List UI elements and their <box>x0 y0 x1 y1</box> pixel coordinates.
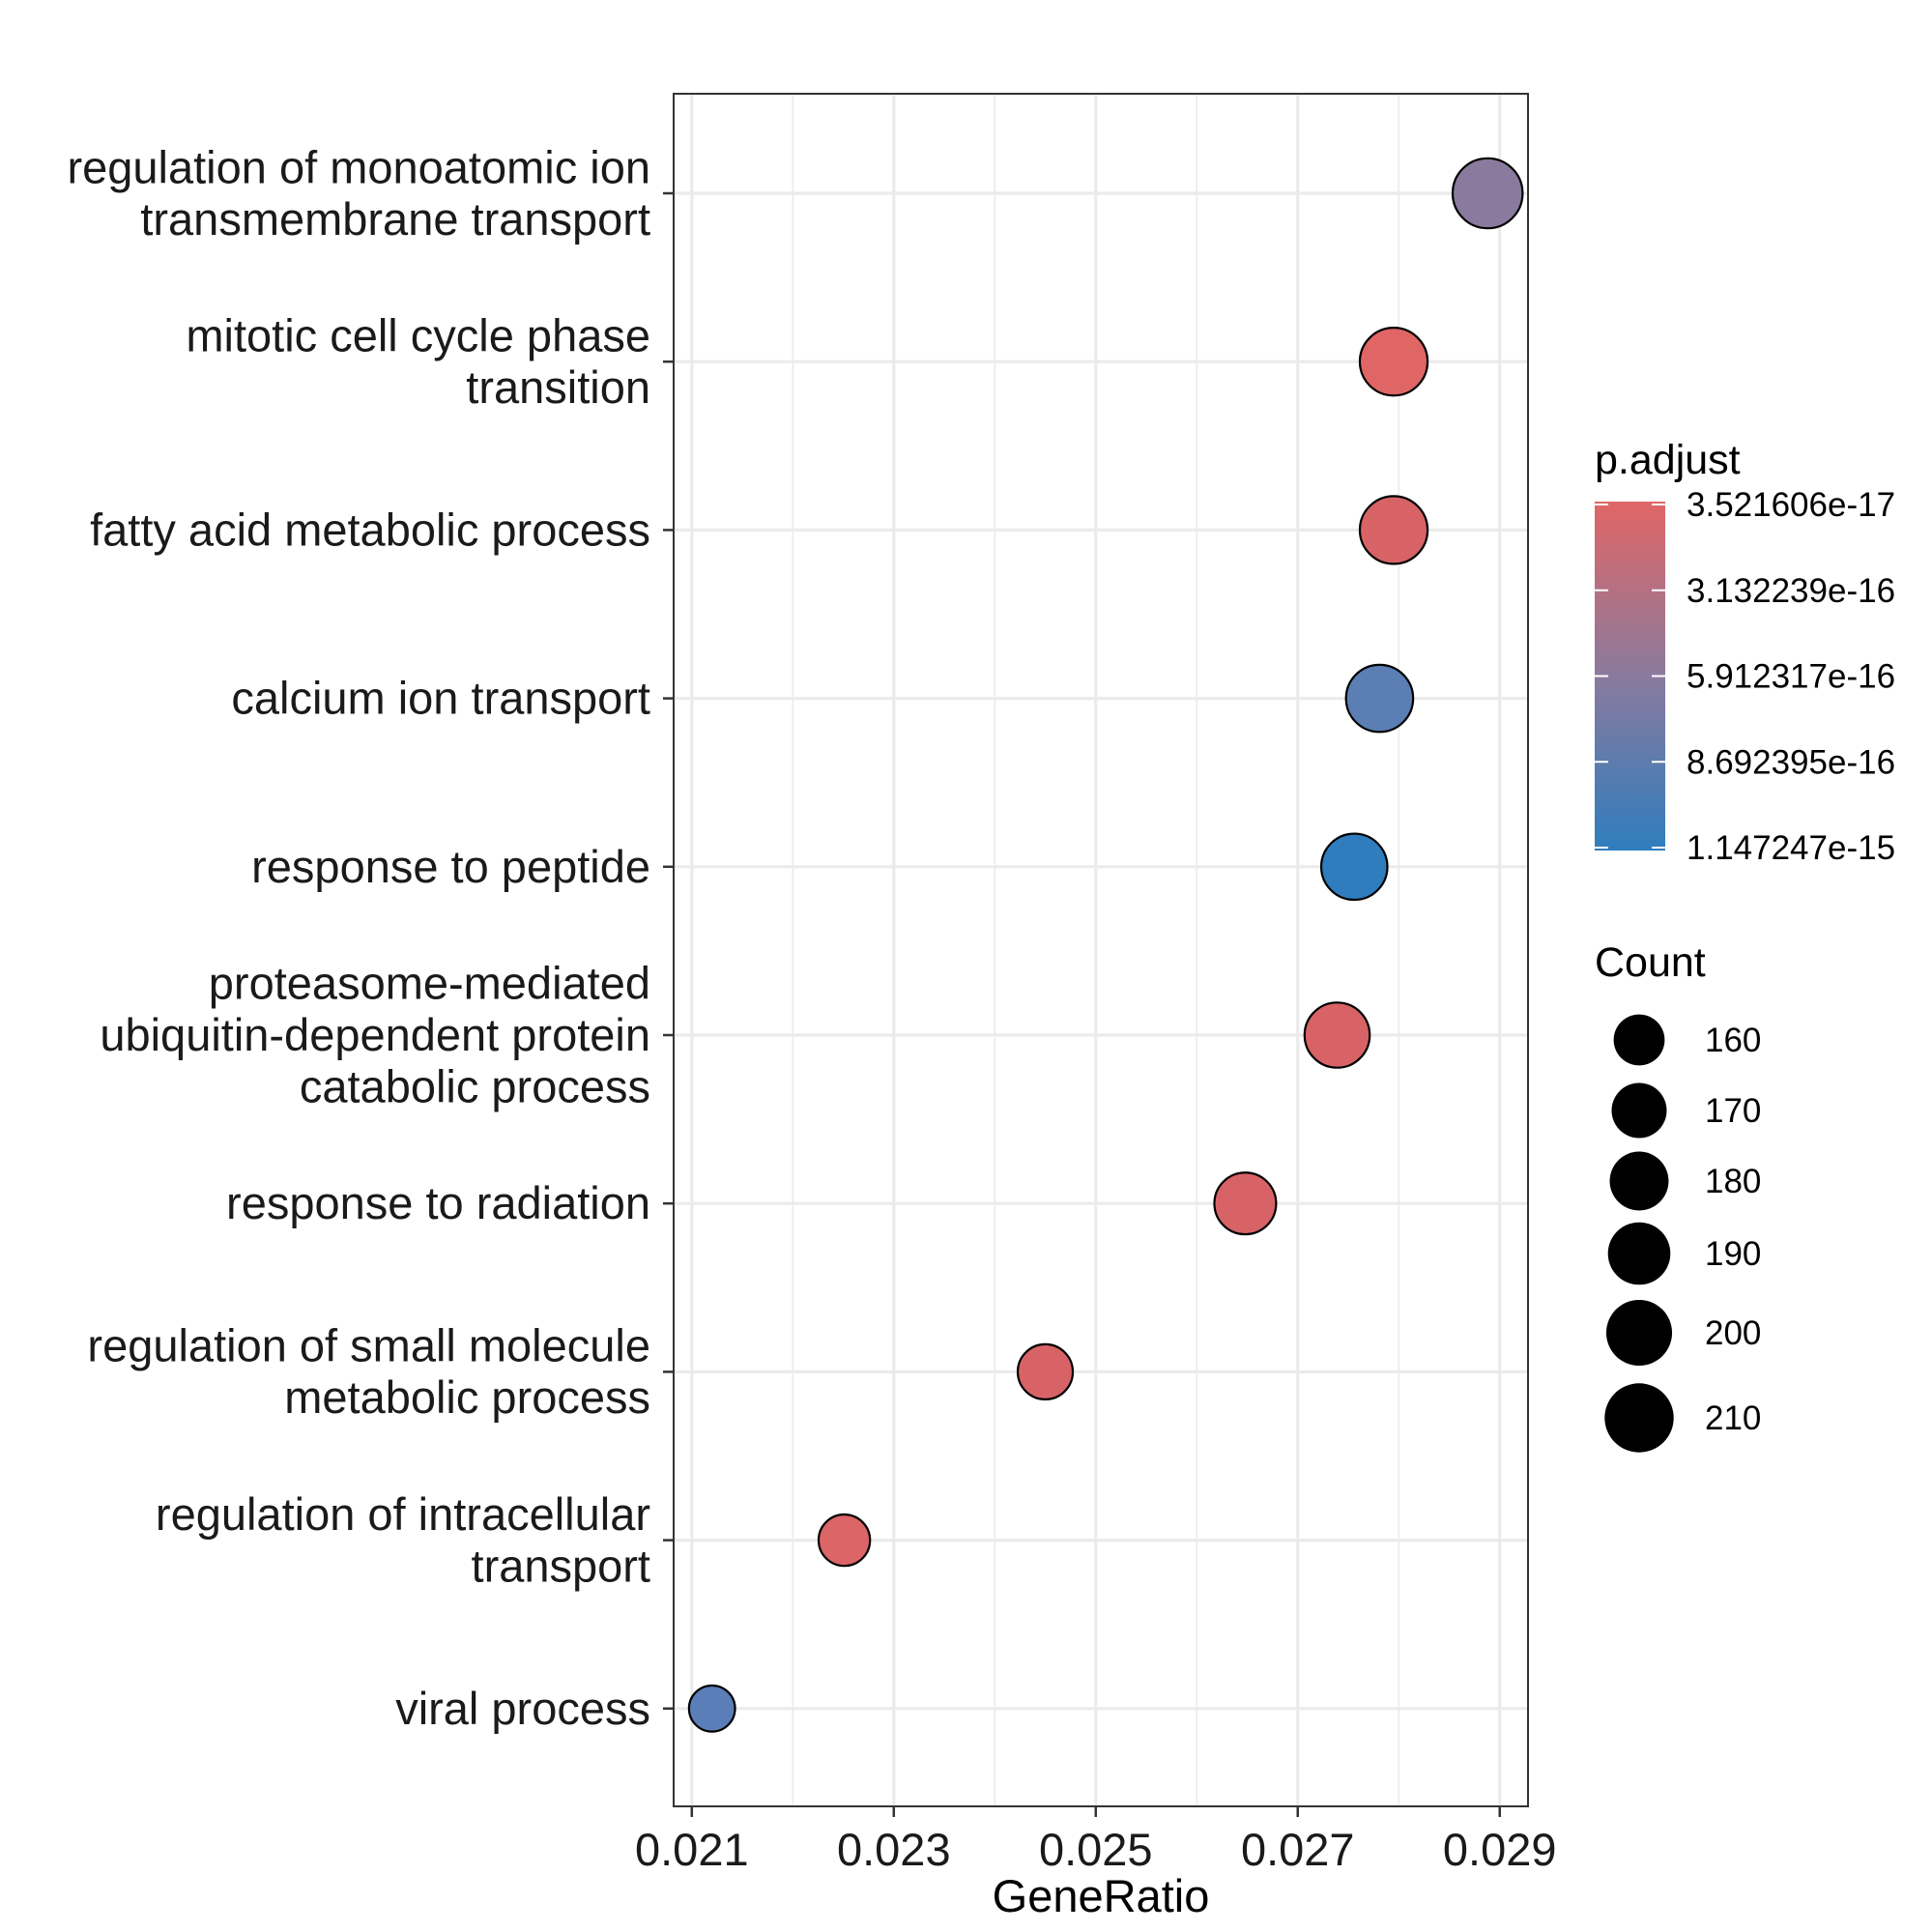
color-legend-label: 3.132239e-16 <box>1687 572 1895 610</box>
color-legend-label: 3.521606e-17 <box>1687 486 1895 524</box>
y-tick-label: regulation of monoatomic ion transmembran… <box>67 141 650 245</box>
y-tick-label-line: proteasome-mediated <box>209 958 650 1009</box>
size-legend-title: Count <box>1595 939 1706 986</box>
x-tick-label: 0.023 <box>837 1824 951 1875</box>
data-point <box>817 1513 872 1568</box>
color-legend-label: 8.692395e-16 <box>1687 743 1895 781</box>
y-tick-label-line: ubiquitin-dependent protein <box>100 1009 650 1060</box>
x-tick-label: 0.025 <box>1039 1824 1153 1875</box>
y-tick-label: fatty acid metabolic process <box>90 504 650 555</box>
size-legend-key <box>1607 1222 1671 1285</box>
y-tick-label-line: transport <box>472 1540 650 1591</box>
y-tick-label-line: response to peptide <box>251 841 650 892</box>
size-legend-label: 170 <box>1705 1092 1761 1130</box>
color-legend-label: 1.147247e-15 <box>1687 829 1895 867</box>
data-point <box>687 1684 736 1733</box>
color-legend-label: 5.912317e-16 <box>1687 658 1895 696</box>
y-tick-label: mitotic cell cycle phase transition <box>186 309 650 413</box>
data-point <box>1358 495 1429 565</box>
y-tick-label-line: fatty acid metabolic process <box>90 504 650 555</box>
x-tick-label: 0.029 <box>1443 1824 1557 1875</box>
panel-border <box>673 93 1529 1807</box>
y-tick-label: regulation of small molecule metabolic pr… <box>87 1320 650 1424</box>
x-tick-label: 0.027 <box>1241 1824 1355 1875</box>
y-tick-label: viral process <box>395 1683 650 1734</box>
y-tick-label-line: regulation of small molecule <box>87 1320 650 1371</box>
y-tick-label-line: transition <box>466 361 650 413</box>
data-point <box>1358 327 1429 397</box>
size-legend-key <box>1613 1014 1665 1066</box>
data-point <box>1213 1171 1278 1236</box>
y-tick-label: calcium ion transport <box>231 673 650 724</box>
y-tick-label-line: response to radiation <box>226 1177 650 1228</box>
size-legend-key <box>1609 1151 1669 1211</box>
y-tick-label-line: catabolic process <box>300 1061 650 1112</box>
y-tick-label: proteasome-mediated ubiquitin-dependent p… <box>100 958 650 1112</box>
size-legend-label: 190 <box>1705 1235 1761 1273</box>
data-point <box>1319 832 1389 902</box>
size-legend-key <box>1605 1299 1673 1367</box>
data-point <box>1451 157 1524 230</box>
y-tick-label-line: mitotic cell cycle phase <box>186 309 650 360</box>
data-point <box>1303 1001 1371 1069</box>
size-legend-key <box>1611 1082 1667 1139</box>
size-legend-label: 200 <box>1705 1314 1761 1352</box>
y-tick-label-line: regulation of monoatomic ion <box>67 141 650 192</box>
data-point <box>1016 1342 1075 1400</box>
y-tick-label-line: calcium ion transport <box>231 673 650 724</box>
y-tick-label: regulation of intracellular transport <box>156 1488 650 1592</box>
y-tick-label: response to radiation <box>226 1177 650 1228</box>
size-legend-label: 210 <box>1705 1399 1761 1437</box>
color-legend-title: p.adjust <box>1595 437 1741 483</box>
y-tick-label-line: metabolic process <box>284 1371 650 1423</box>
size-legend-key <box>1604 1383 1674 1453</box>
size-legend-label: 180 <box>1705 1163 1761 1200</box>
data-point <box>1344 663 1415 734</box>
y-tick-label-line: viral process <box>395 1683 650 1734</box>
y-tick-label-line: regulation of intracellular <box>156 1488 650 1540</box>
y-tick-label: response to peptide <box>251 841 650 892</box>
x-axis-title: GeneRatio <box>993 1870 1210 1921</box>
size-legend-label: 160 <box>1705 1022 1761 1059</box>
y-tick-label-line: transmembrane transport <box>140 193 650 245</box>
x-tick-label: 0.021 <box>635 1824 749 1875</box>
